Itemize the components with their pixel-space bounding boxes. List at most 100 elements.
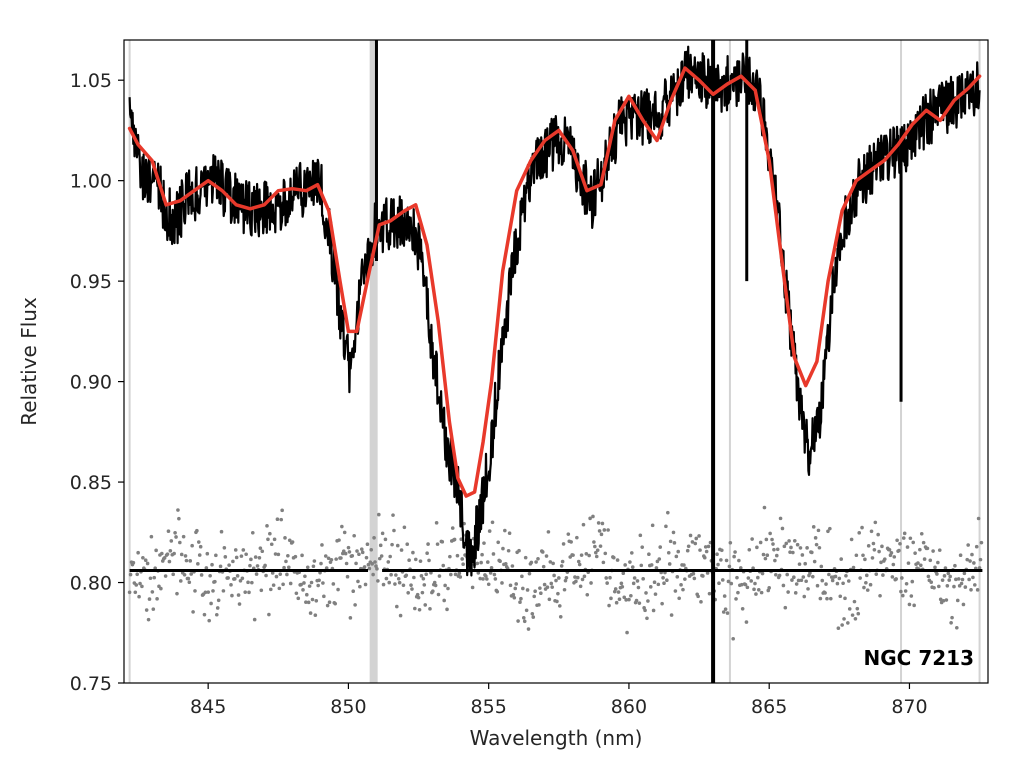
residual-point	[219, 529, 224, 534]
residual-point	[243, 590, 248, 594]
residual-point	[496, 540, 501, 545]
residual-point	[282, 565, 286, 570]
residual-point	[271, 583, 276, 587]
residual-point	[661, 576, 665, 580]
residual-point	[932, 585, 936, 590]
residual-point	[540, 550, 545, 554]
residual-point	[179, 552, 184, 557]
residual-point	[334, 557, 338, 561]
residual-point	[575, 575, 580, 580]
residual-point	[729, 581, 734, 586]
residual-point	[706, 544, 711, 549]
residual-point	[866, 544, 871, 548]
residual-point	[646, 599, 650, 603]
residual-point	[522, 619, 527, 624]
residual-point	[544, 554, 549, 558]
residual-point	[636, 585, 641, 590]
residual-point	[404, 573, 409, 578]
residual-point	[411, 550, 415, 555]
residual-point	[607, 603, 611, 608]
residual-point	[675, 575, 680, 579]
residual-point	[214, 612, 219, 617]
residual-point	[539, 591, 543, 595]
residual-point	[476, 571, 481, 575]
residual-point	[140, 584, 144, 589]
residual-point	[588, 516, 592, 521]
residual-point	[898, 541, 902, 546]
residual-point	[632, 576, 637, 580]
residual-point	[950, 615, 954, 620]
residual-point	[186, 576, 191, 581]
residual-point	[390, 542, 394, 547]
residual-point	[719, 558, 723, 562]
residual-point	[280, 508, 284, 513]
residual-point	[519, 596, 523, 601]
residual-point	[433, 583, 438, 588]
residual-point	[214, 553, 218, 558]
residual-point	[666, 510, 670, 515]
residual-point	[364, 555, 369, 560]
y-tick-label: 0.80	[70, 573, 112, 595]
residual-point	[810, 550, 814, 555]
residual-point	[351, 589, 356, 594]
residual-point	[606, 528, 610, 532]
residual-point	[793, 591, 798, 595]
residual-point	[412, 575, 416, 580]
residual-point	[871, 541, 876, 546]
residual-point	[966, 543, 970, 547]
residual-point	[972, 561, 976, 565]
y-tick-label: 0.85	[70, 472, 112, 494]
residual-point	[378, 543, 383, 548]
residual-point	[876, 532, 880, 537]
residual-point	[721, 610, 726, 614]
residual-point	[756, 588, 761, 592]
residual-point	[398, 613, 403, 618]
residual-point	[593, 544, 597, 549]
residual-point	[357, 552, 361, 557]
residual-point	[475, 561, 480, 566]
residual-point	[810, 574, 815, 579]
residual-point	[510, 564, 515, 568]
residual-point	[440, 540, 445, 544]
residual-point	[169, 539, 174, 543]
residual-point	[617, 597, 622, 601]
residual-point	[205, 551, 210, 556]
residual-point	[423, 603, 428, 607]
residual-point	[598, 544, 603, 548]
residual-point	[269, 542, 274, 547]
residual-point	[837, 576, 842, 581]
residual-point	[283, 536, 287, 540]
residual-point	[587, 553, 591, 558]
residual-point	[268, 531, 272, 536]
residual-point	[581, 522, 586, 527]
residual-point	[127, 590, 132, 595]
residual-point	[903, 589, 908, 593]
residual-point	[320, 543, 324, 547]
residual-point	[698, 548, 702, 552]
residual-point	[526, 627, 531, 631]
x-tick-label: 860	[611, 696, 647, 718]
observed-spectrum-line	[128, 45, 981, 577]
residual-point	[223, 555, 228, 559]
residual-point	[724, 558, 729, 563]
residual-point	[376, 579, 380, 583]
residual-point	[630, 551, 634, 555]
residual-point	[175, 591, 179, 596]
residual-point	[165, 552, 170, 556]
residual-point	[602, 528, 607, 532]
residual-point	[493, 577, 498, 581]
residual-point	[890, 575, 895, 579]
residual-point	[791, 550, 795, 555]
residual-point	[241, 548, 246, 552]
residual-point	[508, 583, 513, 588]
residual-point	[637, 601, 642, 605]
residual-point	[253, 555, 258, 559]
residual-point	[828, 526, 832, 531]
residual-point	[595, 548, 600, 553]
x-tick-label: 855	[471, 696, 507, 718]
residual-point	[963, 585, 968, 589]
y-tick-label: 1.05	[70, 70, 112, 92]
residual-point	[290, 540, 295, 544]
residual-point	[395, 604, 399, 609]
residual-point	[301, 588, 305, 592]
